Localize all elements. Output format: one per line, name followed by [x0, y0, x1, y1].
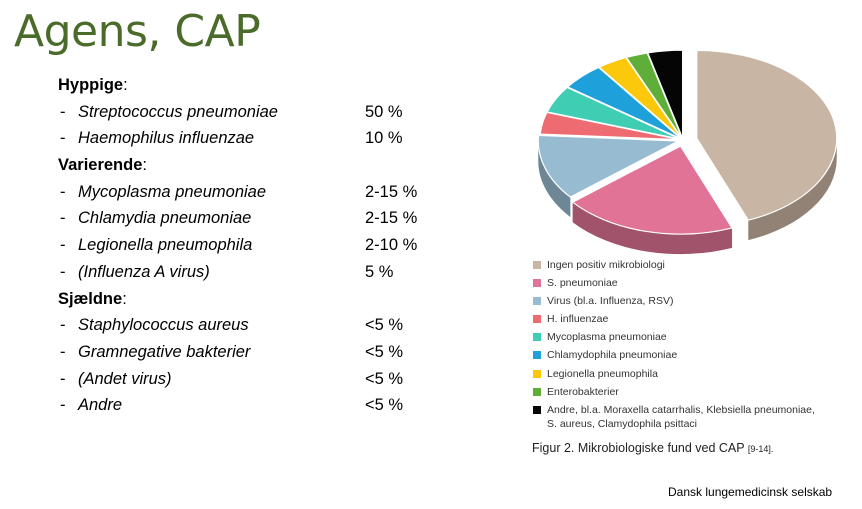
legend-swatch — [533, 405, 541, 414]
chart-legend: Ingen positiv mikrobiologi S. pneumoniae V… — [533, 258, 858, 435]
pie-slice-side — [538, 140, 571, 218]
agent-name: Andre — [78, 396, 123, 415]
legend-label: Andre, bl.a. Moraxella catarrhalis, Kleb… — [547, 403, 815, 431]
list-item: - Legionella pneumophila 2-10 % — [58, 232, 458, 259]
list-item: - Gramnegative bakterier <5 % — [58, 339, 458, 366]
section-heading: Hyppige: — [58, 76, 128, 94]
agent-value: <5 % — [365, 316, 404, 335]
agent-value: 50 % — [365, 102, 403, 121]
agent-value: 10 % — [365, 129, 403, 148]
pie-slice-side — [572, 202, 733, 255]
pie-slice-side — [748, 138, 837, 241]
list-item: - Chlamydia pneumoniae 2-15 % — [58, 205, 458, 232]
legend-item: Andre, bl.a. Moraxella catarrhalis, Kleb… — [533, 403, 858, 432]
agent-name: Gramnegative bakterier — [78, 342, 251, 361]
legend-label: Legionella pneumophila — [547, 367, 658, 380]
legend-swatch — [533, 261, 541, 269]
agent-value: 2-15 % — [365, 209, 418, 228]
source-credit: Dansk lungemedicinsk selskab — [668, 485, 833, 499]
legend-item: S. pneumoniae — [533, 276, 858, 291]
pie-chart-svg — [537, 49, 838, 255]
legend-label: Mycoplasma pneumoniae — [547, 331, 667, 344]
agent-list: Hyppige: - Streptococcus pneumoniae 50 % -… — [58, 72, 458, 419]
legend-item: Enterobakterier — [533, 385, 858, 400]
agent-name: (Influenza A virus) — [78, 262, 210, 281]
legend-item: Chlamydophila pneumoniae — [533, 348, 858, 363]
pie-slice — [566, 66, 682, 140]
agent-value: <5 % — [365, 342, 404, 361]
agent-value: 5 % — [365, 262, 394, 281]
legend-swatch — [533, 297, 541, 306]
section-heading: Varierende: — [58, 156, 147, 175]
section-heading: Sjældne: — [58, 289, 127, 308]
legend-label: H. influenzae — [547, 313, 609, 326]
legend-label: Chlamydophila pneumoniae — [547, 349, 678, 362]
legend-item: Legionella pneumophila — [533, 367, 858, 382]
agent-name: Mycoplasma pneumoniae — [78, 182, 267, 201]
agent-value: <5 % — [365, 396, 404, 415]
agent-value: 2-10 % — [365, 236, 418, 255]
legend-label: Virus (bl.a. Influenza, RSV) — [547, 295, 674, 308]
legend-label: Ingen positiv mikrobiologi — [547, 259, 665, 271]
pie-slice — [537, 134, 681, 198]
chart-caption: Figur 2. Mikrobiologiske fund ved CAP [9… — [532, 441, 774, 455]
agent-name: (Andet virus) — [78, 369, 172, 388]
pie-slice — [696, 49, 838, 221]
legend-swatch — [533, 351, 541, 360]
legend-swatch — [533, 387, 541, 396]
agent-name: Haemophilus influenzae — [78, 129, 255, 148]
pie-slice — [546, 86, 681, 140]
legend-item: H. influenzae — [533, 312, 858, 327]
agent-name: Streptococcus pneumoniae — [78, 102, 278, 121]
agent-value: 2-15 % — [365, 182, 418, 201]
legend-item: Virus (bl.a. Influenza, RSV) — [533, 294, 858, 309]
agent-name: Chlamydia pneumoniae — [78, 209, 252, 228]
legend-item: Mycoplasma pneumoniae — [533, 330, 858, 345]
legend-swatch — [533, 369, 541, 378]
pie-chart — [520, 40, 860, 270]
agent-value: <5 % — [365, 369, 404, 388]
legend-item: Ingen positiv mikrobiologi — [533, 258, 858, 273]
agent-name: Staphylococcus aureus — [78, 316, 249, 335]
pie-slice — [646, 49, 684, 139]
legend-swatch — [533, 315, 541, 324]
list-item: - Andre <5 % — [58, 392, 458, 419]
list-item: - Streptococcus pneumoniae 50 % — [58, 99, 458, 126]
legend-label: Enterobakterier — [547, 385, 619, 398]
page-title: Agens, CAP — [14, 6, 261, 57]
legend-swatch — [533, 279, 541, 288]
agent-name: Legionella pneumophila — [78, 236, 253, 255]
list-item: - Mycoplasma pneumoniae 2-15 % — [58, 179, 458, 206]
list-item: - (Andet virus) <5 % — [58, 366, 458, 393]
list-item: - (Influenza A virus) 5 % — [58, 259, 458, 286]
legend-swatch — [533, 333, 541, 342]
legend-label: S. pneumoniae — [547, 277, 618, 290]
list-item: - Staphylococcus aureus <5 % — [58, 312, 458, 339]
list-item: - Haemophilus influenzae 10 % — [58, 125, 458, 152]
pie-slice — [571, 145, 734, 235]
